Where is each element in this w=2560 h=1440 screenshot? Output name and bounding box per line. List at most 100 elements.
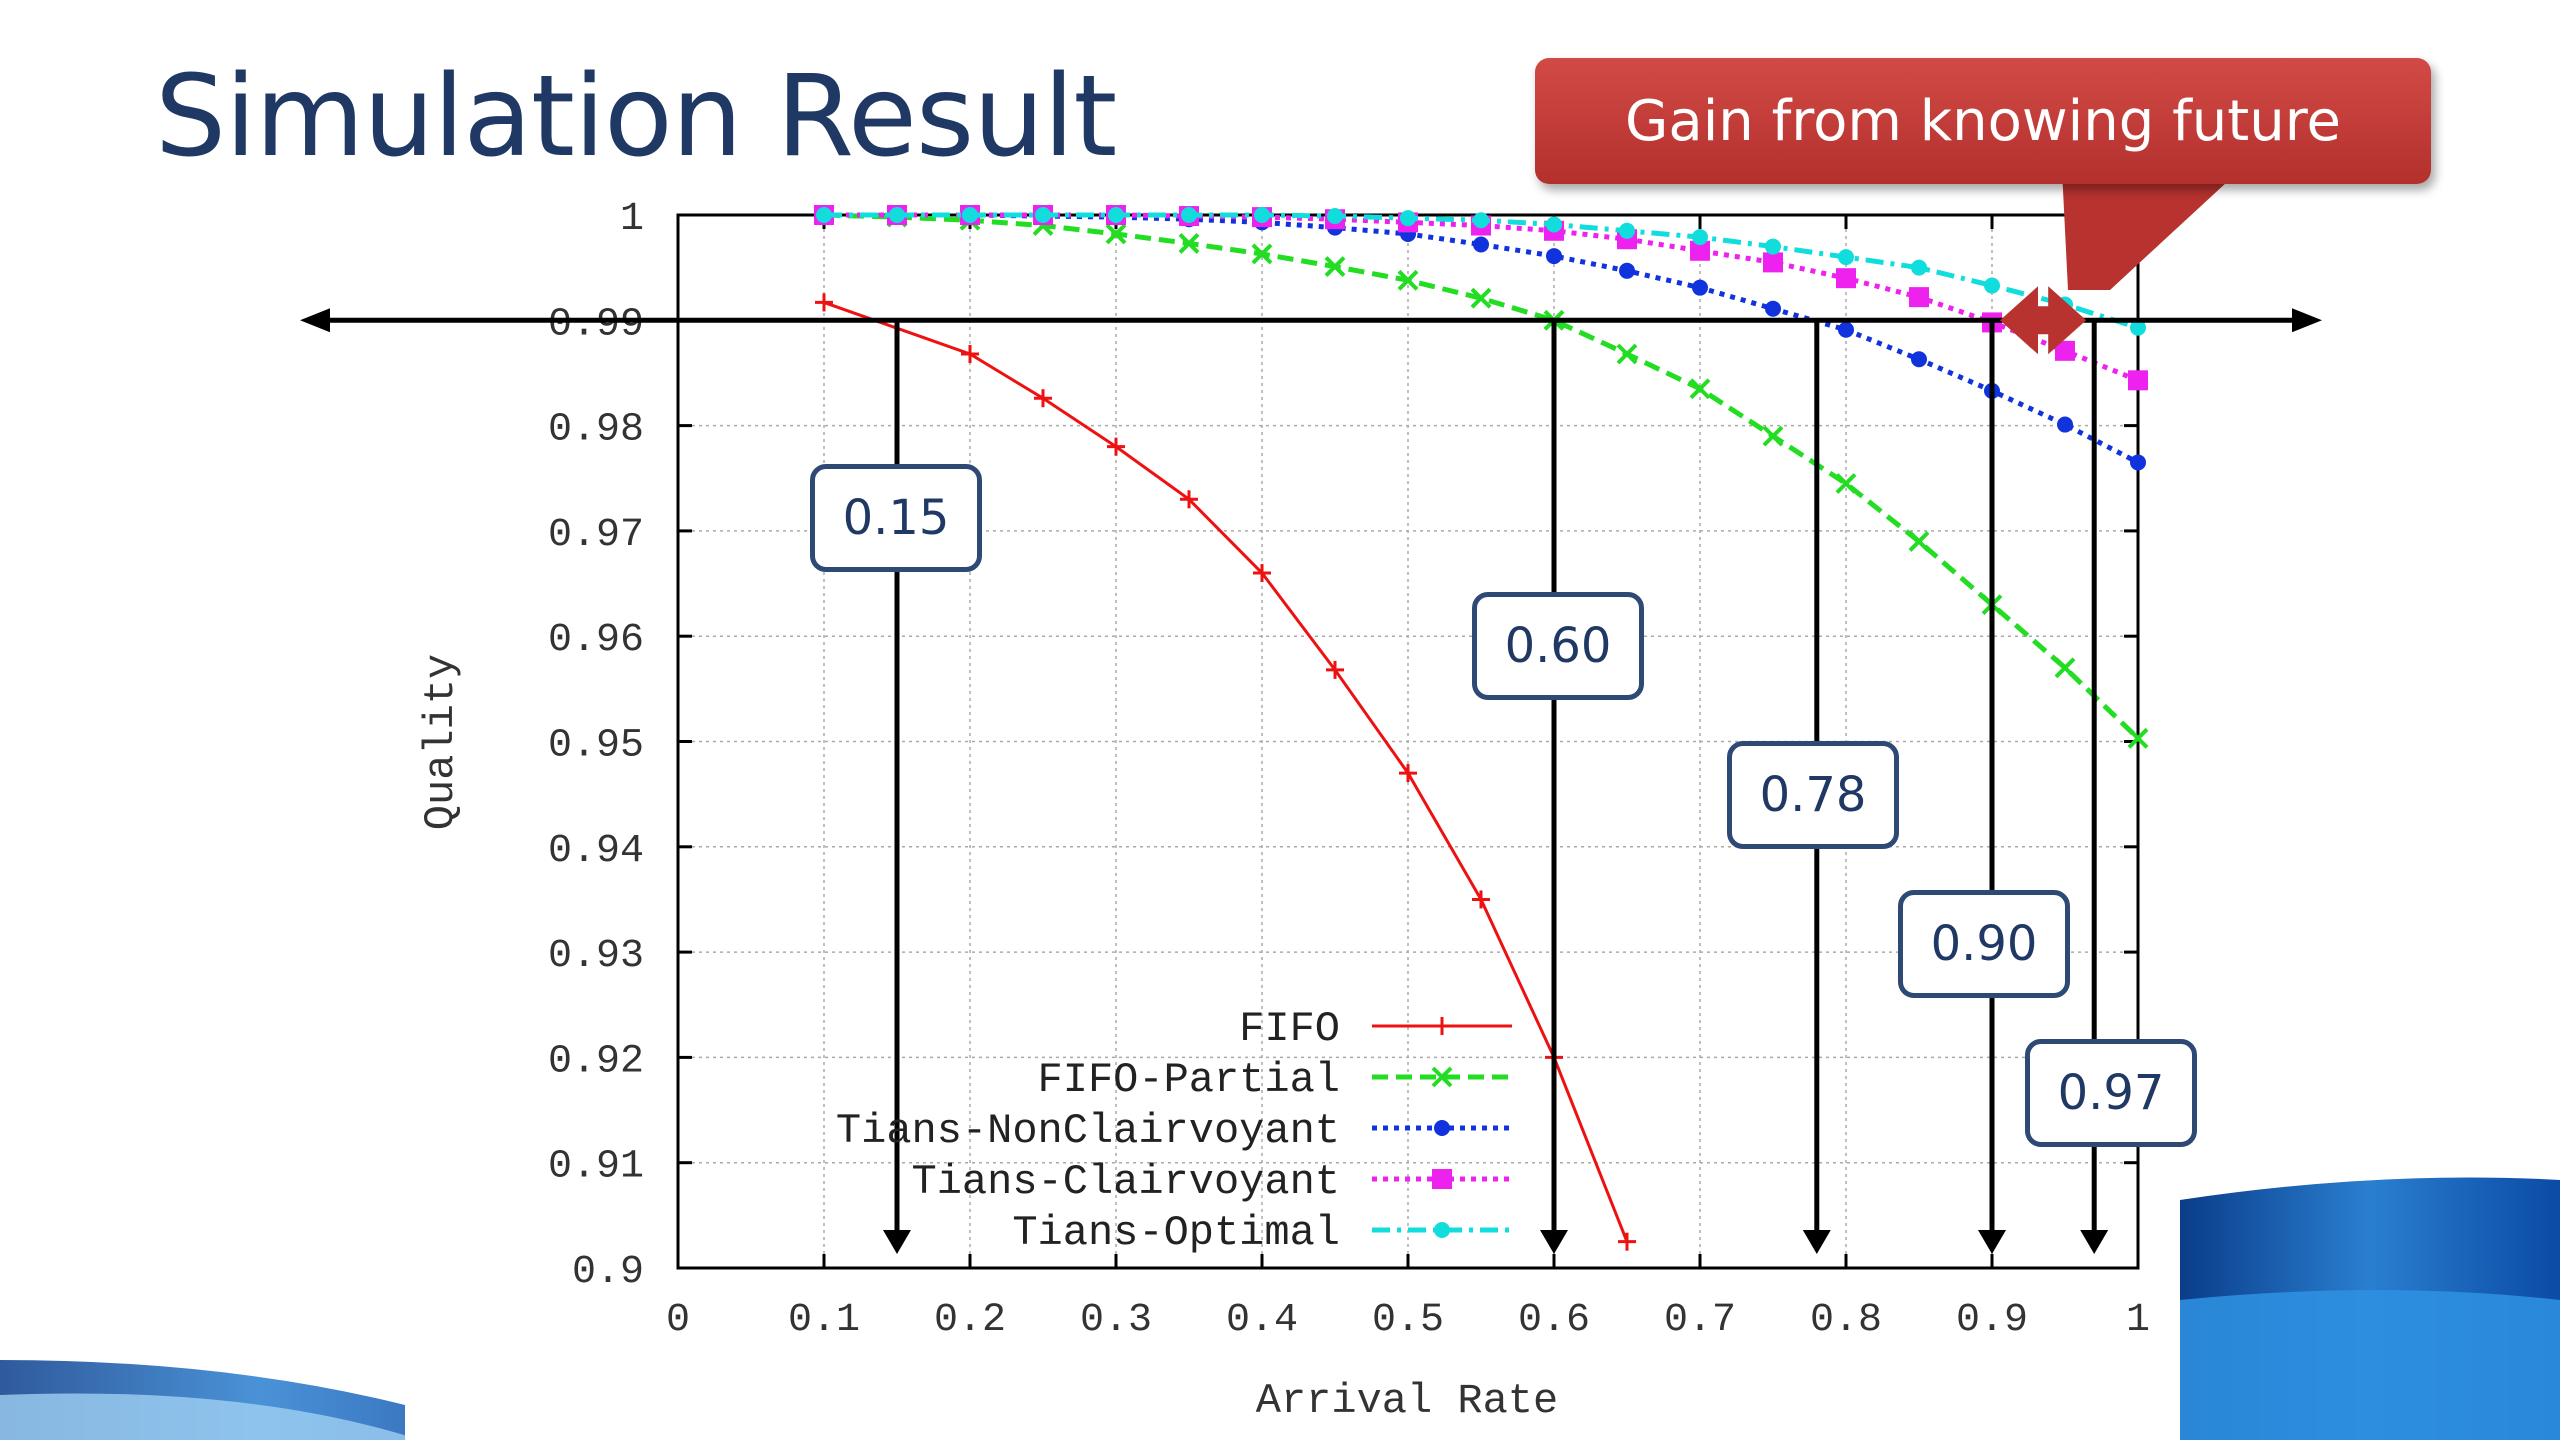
- legend: FIFOFIFO-PartialTians-NonClairvoyantTian…: [836, 1005, 1512, 1257]
- legend-marker-tians-nonclairvoyant: [1434, 1120, 1450, 1136]
- data-point-fifo-partial: [1251, 243, 1273, 265]
- data-point-fifo-partial: [1762, 425, 1784, 447]
- data-point-tians-clairvoyant: [2055, 340, 2075, 361]
- drop-arrow-head: [883, 1230, 911, 1254]
- data-point-fifo-partial: [1105, 223, 1127, 245]
- data-point-fifo-partial: [1835, 473, 1857, 494]
- data-point-fifo: [815, 293, 833, 312]
- data-point-tians-optimal: [1911, 259, 1927, 276]
- data-point-tians-clairvoyant: [1763, 252, 1783, 273]
- legend-label-tians-clairvoyant: Tians-Clairvoyant: [912, 1158, 1340, 1206]
- data-point-fifo-partial: [2127, 727, 2149, 749]
- drop-arrow-head: [2080, 1230, 2109, 1254]
- y-tick-label: 0.9: [572, 1250, 644, 1295]
- slide-title: Simulation Result: [155, 52, 1117, 182]
- data-point-tians-optimal: [1327, 208, 1343, 225]
- data-point-tians-optimal: [1546, 216, 1562, 233]
- data-point-tians-nonclairvoyant: [1838, 321, 1854, 338]
- y-tick-label: 0.94: [548, 829, 644, 874]
- legend-marker-fifo-partial: [1431, 1066, 1453, 1088]
- data-point-tians-optimal: [962, 207, 978, 223]
- legend-marker-tians-optimal: [1434, 1222, 1450, 1238]
- drop-arrow-head: [1978, 1230, 2006, 1254]
- axis-ticks: 0 0.1 0.2 0.3 0.4 0.5 0.6 0.7 0.8 0.9 10.90.910.92…: [548, 197, 2150, 1343]
- data-point-tians-optimal: [816, 207, 832, 223]
- legend-label-fifo: FIFO: [1239, 1005, 1340, 1053]
- data-point-fifo: [1618, 1232, 1636, 1251]
- callout-text: Gain from knowing future: [1625, 88, 2341, 154]
- background-swoosh-left-light: [0, 1393, 420, 1440]
- legend-label-tians-optimal: Tians-Optimal: [1012, 1209, 1340, 1257]
- x-tick-label: 0.8: [1810, 1298, 1882, 1343]
- data-point-fifo: [1472, 890, 1490, 909]
- x-tick-label: 1: [2126, 1298, 2150, 1343]
- gain-double-arrow: [2000, 286, 2087, 355]
- data-point-fifo: [1399, 764, 1417, 783]
- data-point-tians-nonclairvoyant: [1619, 262, 1635, 279]
- data-point-fifo-partial: [1470, 287, 1492, 309]
- data-point-fifo-partial: [1616, 343, 1638, 365]
- x-tick-label: 0.4: [1226, 1298, 1298, 1343]
- data-point-tians-optimal: [1984, 277, 2000, 294]
- legend-label-tians-nonclairvoyant: Tians-NonClairvoyant: [836, 1107, 1340, 1155]
- data-point-tians-optimal: [1400, 210, 1416, 227]
- y-tick-label: 0.92: [548, 1039, 644, 1084]
- background-swoosh-right-light: [2180, 1290, 2560, 1440]
- data-point-fifo: [961, 344, 979, 363]
- data-point-tians-optimal: [1108, 207, 1124, 223]
- data-point-fifo: [1180, 490, 1198, 509]
- data-point-tians-clairvoyant: [1690, 240, 1710, 261]
- y-tick-label: 0.99: [548, 302, 644, 347]
- data-point-tians-optimal: [1181, 207, 1197, 223]
- data-point-tians-nonclairvoyant: [1911, 351, 1927, 368]
- data-point-fifo: [1253, 564, 1271, 583]
- data-point-fifo: [1034, 389, 1052, 408]
- data-point-fifo-partial: [2054, 657, 2076, 679]
- x-tick-label: 0.2: [934, 1298, 1006, 1343]
- y-tick-label: 0.93: [548, 934, 644, 979]
- data-point-tians-clairvoyant: [1909, 287, 1929, 308]
- data-point-fifo: [1107, 437, 1125, 456]
- y-tick-label: 0.97: [548, 513, 644, 558]
- x-tick-label: 0.6: [1518, 1298, 1590, 1343]
- y-axis-label: Quality: [417, 654, 465, 830]
- threshold-arrow-right: [2292, 308, 2322, 333]
- value-label-0-90: 0.90: [1898, 890, 2070, 998]
- data-point-fifo-partial: [1324, 256, 1346, 278]
- value-label-0-97: 0.97: [2025, 1039, 2197, 1147]
- x-tick-label: 0.7: [1664, 1298, 1736, 1343]
- value-label-0-78: 0.78: [1727, 741, 1899, 849]
- data-point-tians-optimal: [1254, 207, 1270, 223]
- data-point-tians-nonclairvoyant: [1546, 248, 1562, 265]
- data-point-tians-optimal: [2130, 319, 2146, 336]
- x-tick-label: 0.1: [788, 1298, 860, 1343]
- data-point-tians-nonclairvoyant: [1765, 300, 1781, 317]
- data-point-tians-optimal: [1765, 238, 1781, 255]
- data-point-fifo-partial: [1689, 378, 1711, 400]
- data-point-tians-optimal: [1473, 212, 1489, 229]
- x-tick-label: 0: [666, 1298, 690, 1343]
- data-point-tians-nonclairvoyant: [2057, 416, 2073, 433]
- x-tick-label: 0.3: [1080, 1298, 1152, 1343]
- data-point-tians-optimal: [1692, 229, 1708, 246]
- y-tick-label: 0.98: [548, 408, 644, 453]
- x-tick-label: 0.9: [1956, 1298, 2028, 1343]
- y-tick-label: 1: [620, 197, 644, 242]
- data-point-tians-optimal: [1619, 222, 1635, 239]
- drop-arrow-head: [1540, 1230, 1568, 1254]
- data-point-tians-nonclairvoyant: [1473, 236, 1489, 253]
- y-tick-label: 0.96: [548, 618, 644, 663]
- data-point-tians-nonclairvoyant: [2130, 454, 2146, 471]
- drop-arrow-head: [1802, 1230, 1831, 1254]
- y-tick-label: 0.95: [548, 724, 644, 769]
- legend-marker-tians-clairvoyant: [1432, 1169, 1452, 1189]
- data-point-fifo-partial: [1178, 233, 1200, 254]
- series-fifo: [815, 293, 1636, 1251]
- data-point-tians-nonclairvoyant: [1692, 279, 1708, 296]
- x-tick-label: 0.5: [1372, 1298, 1444, 1343]
- value-label-0-15: 0.15: [810, 464, 982, 572]
- data-point-tians-optimal: [1035, 207, 1051, 223]
- data-point-fifo-partial: [1397, 269, 1419, 291]
- y-tick-label: 0.91: [548, 1145, 644, 1190]
